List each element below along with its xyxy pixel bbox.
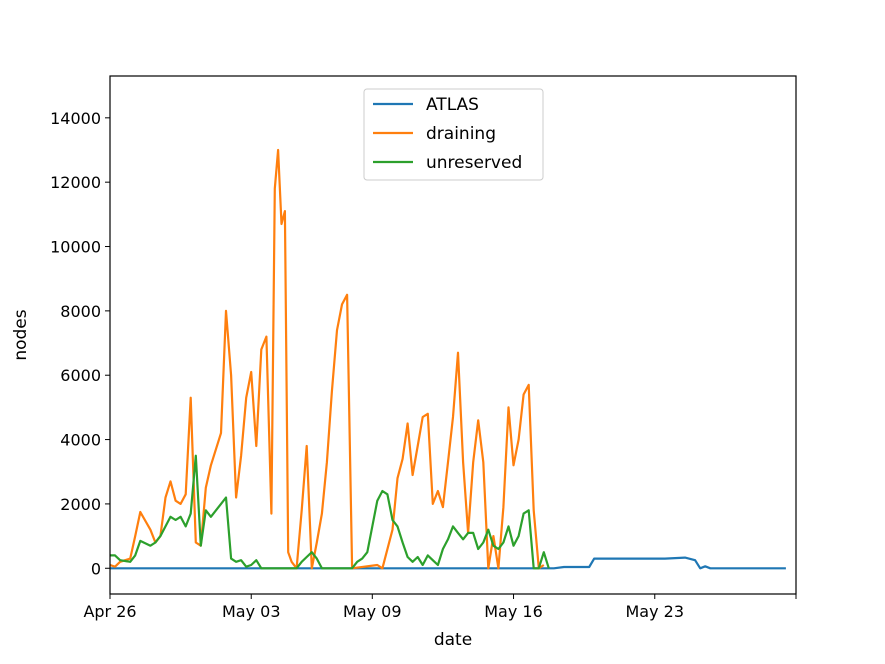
x-axis-label: date [434,630,472,650]
legend-label: unreserved [426,153,522,173]
y-tick-label: 2000 [60,495,101,514]
x-tick-label: May 03 [222,602,281,621]
y-tick-label: 0 [91,559,101,578]
y-tick-label: 8000 [60,302,101,321]
x-tick-label: May 16 [484,602,543,621]
legend: ATLAS draining unreserved [363,88,544,181]
y-axis: 0 2000 4000 6000 8000 10000 12000 14000 [50,109,110,578]
legend-box [363,88,544,181]
x-axis: Apr 26 May 03 May 09 May 16 May 23 [83,594,797,621]
y-tick-label: 4000 [60,431,101,450]
y-tick-label: 12000 [50,173,101,192]
series-line-draining [109,148,545,570]
plot-lines [109,148,786,570]
y-tick-label: 10000 [50,238,101,257]
legend-label: ATLAS [426,95,479,115]
x-tick-label: Apr 26 [83,602,136,621]
series-line-unreserved [110,454,550,570]
y-tick-label: 14000 [50,109,101,128]
plot-frame [109,75,797,595]
x-tick-label: May 23 [625,602,684,621]
legend-label: draining [426,124,496,144]
series-line-atlas [110,556,786,570]
y-tick-label: 6000 [60,366,101,385]
x-tick-label: May 09 [343,602,402,621]
y-axis-label: nodes [11,309,31,360]
